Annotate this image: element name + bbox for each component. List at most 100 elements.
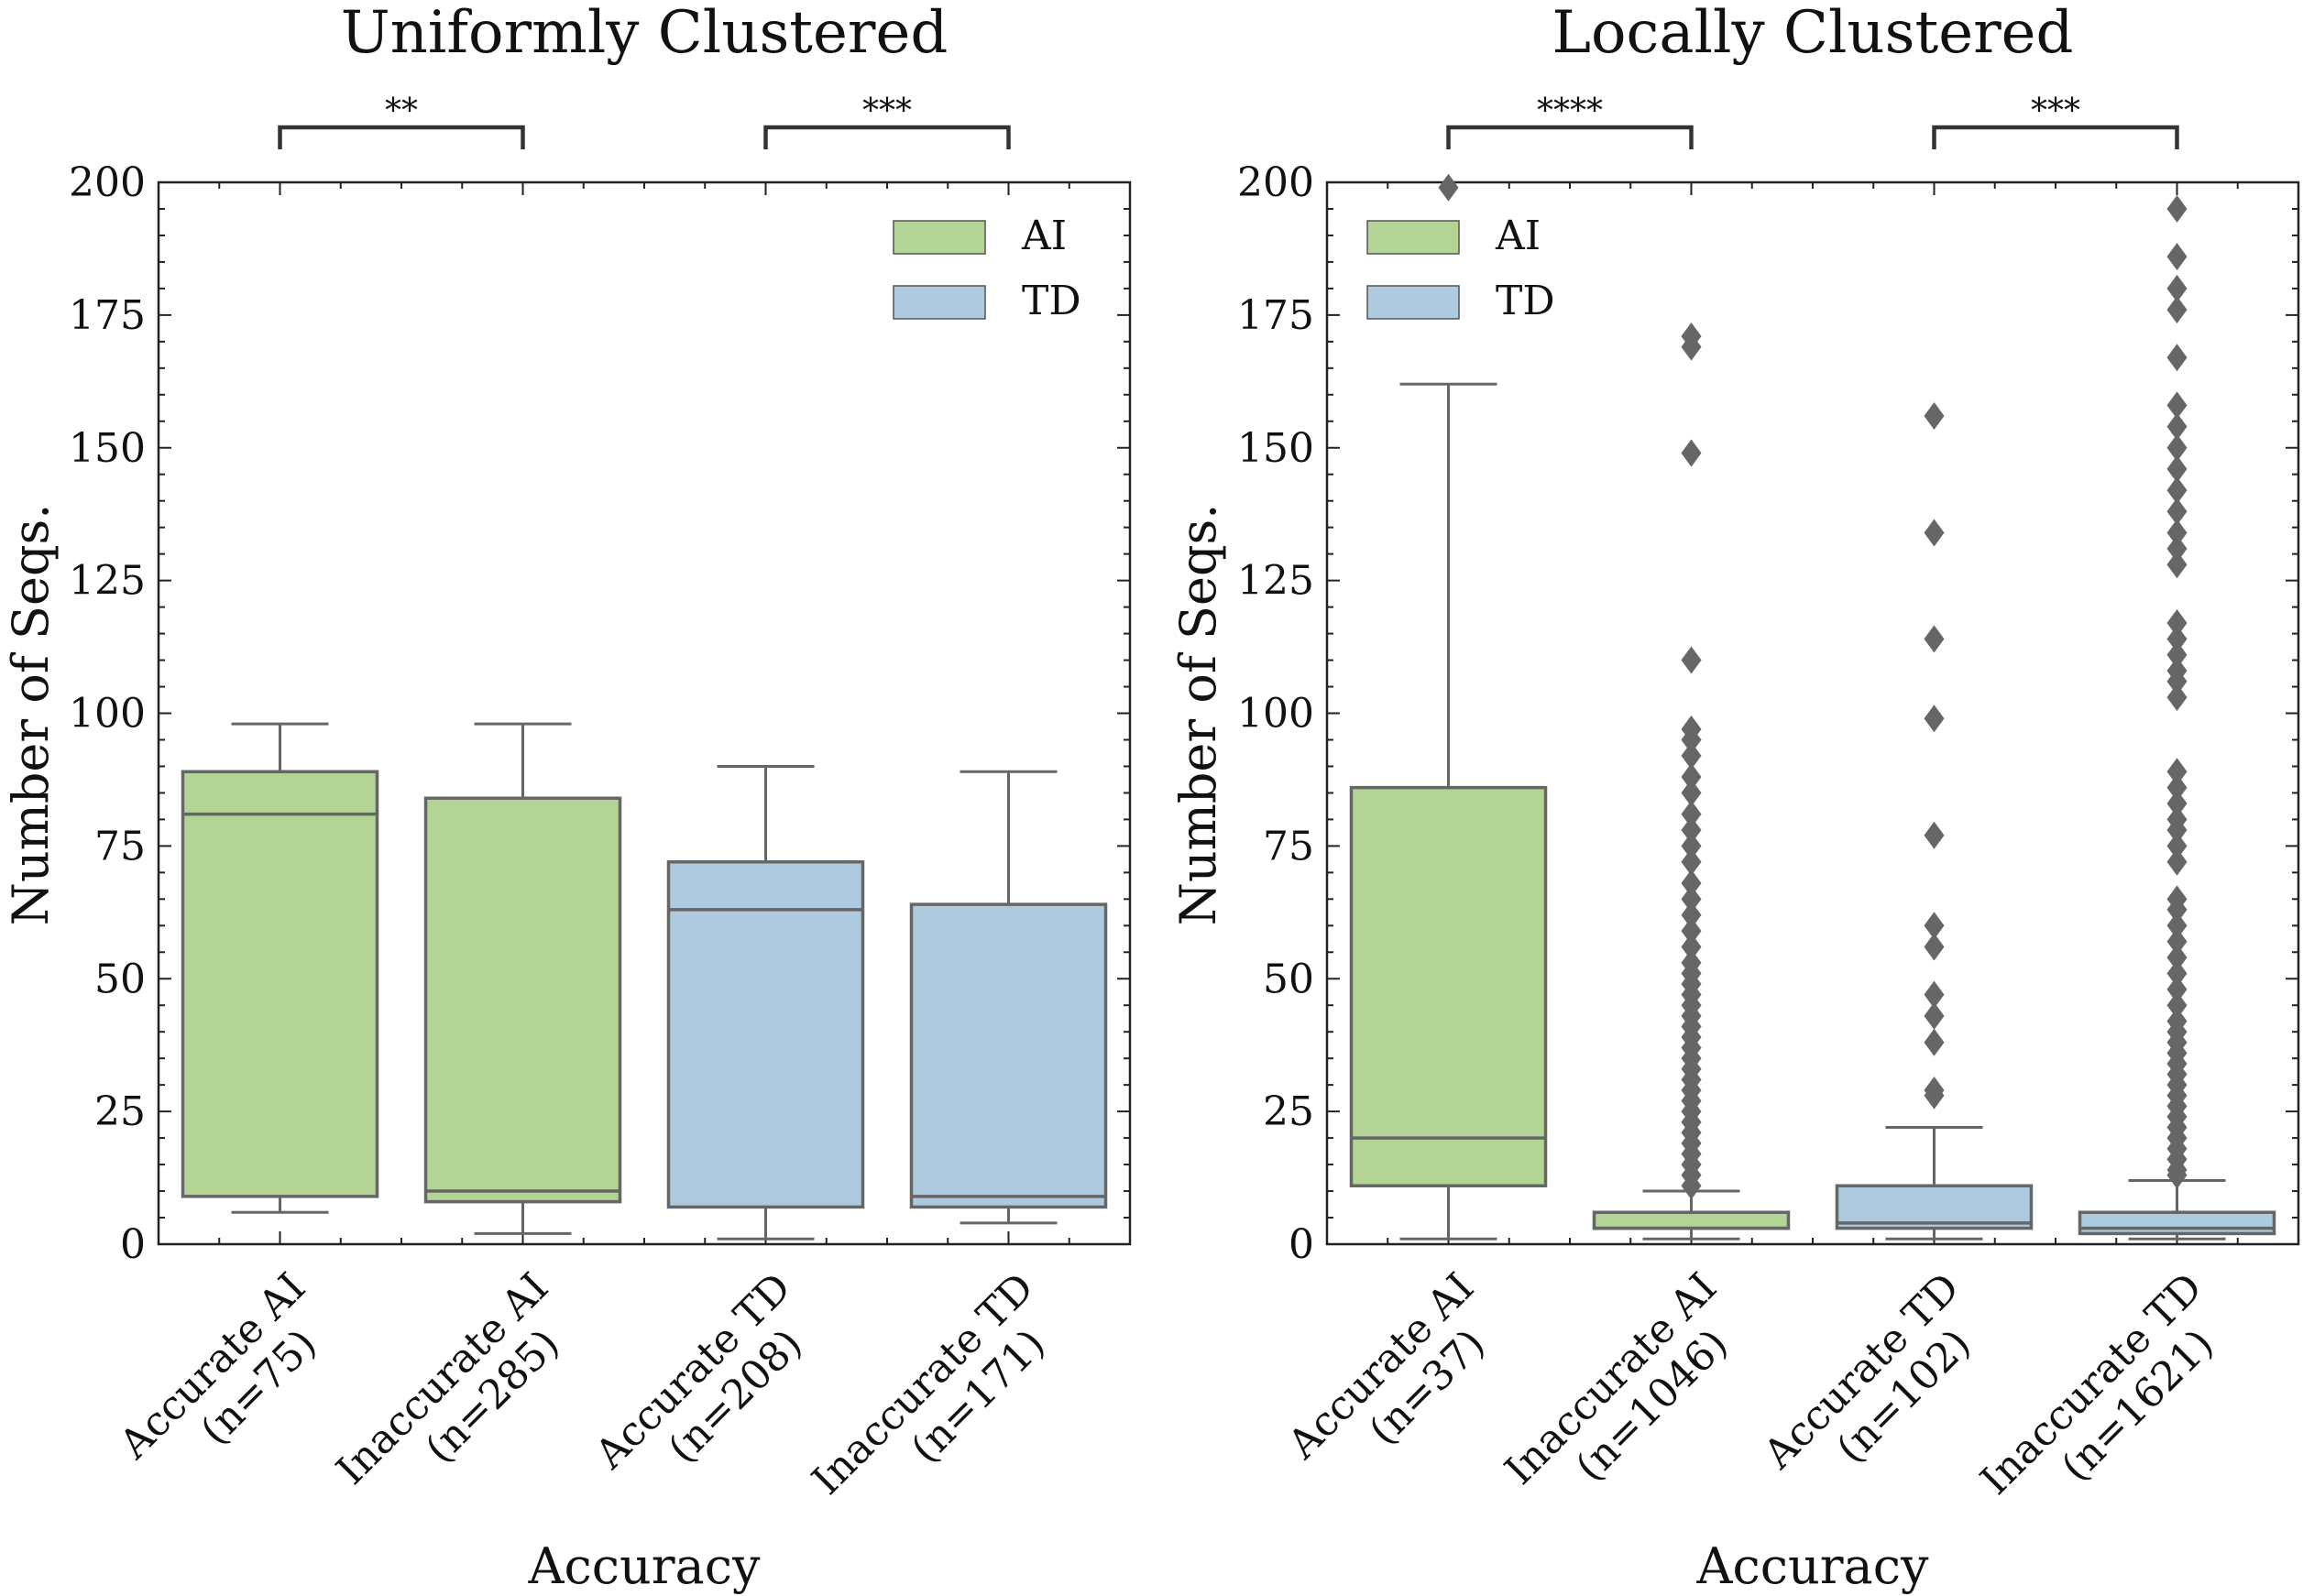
outlier-point [1924,933,1945,961]
box [423,796,622,1204]
outlier-point [2166,519,2188,547]
significance-bracket [763,125,1011,149]
y-tick-label: 50 [1263,956,1314,1002]
outlier-point [2166,476,2188,505]
outlier-point [2166,683,2188,712]
y-tick-label: 200 [69,159,146,206]
outlier-point [2166,927,2188,956]
outlier-point [1681,885,1702,913]
significance-label: *** [2031,93,2080,130]
x-tick-label: Accurate AI(n=75) [110,1264,348,1503]
x-tick-label: Accurate AI(n=37) [1278,1264,1517,1503]
outlier-point [1681,815,1702,844]
y-tick-label: 125 [69,558,146,605]
legend-label-td: TD [1022,278,1081,324]
outlier-point [2166,497,2188,526]
outlier-point [2166,912,2188,940]
outlier-point [2166,194,2188,223]
outlier-point [2166,640,2188,669]
outlier-point [1924,912,1945,940]
y-tick-label: 0 [1289,1221,1314,1268]
outlier-point [1924,980,1945,1009]
legend-label-ai: AI [1021,213,1067,259]
outlier-point [1681,322,1702,351]
outlier-point [1681,869,1702,897]
y-tick-label: 100 [69,691,146,738]
y-tick-label: 50 [94,956,146,1002]
outlier-point [1924,519,1945,547]
outlier-point [2166,790,2188,818]
y-tick-label: 75 [94,823,146,869]
outlier-point [2166,847,2188,876]
panel-uniformly-clustered: Uniformly Clustered Accuracy Number of S… [2,0,1132,1595]
significance-bracket [1446,125,1694,149]
outlier-point [2166,657,2188,685]
outlier-point [2166,805,2188,834]
box [1349,785,1548,1188]
outlier-point [2166,625,2188,653]
significance-bracket [278,125,525,149]
outlier-point [2166,959,2188,988]
box [2078,1210,2276,1236]
outlier-point [2166,1007,2188,1035]
outlier-point [1681,901,1702,929]
legend-swatch-td [893,285,986,320]
outlier-point [1924,625,1945,653]
legend-swatch-ai [1366,220,1460,255]
significance-bracket [1932,125,2179,149]
chart-title: Locally Clustered [1552,0,2074,67]
panel-locally-clustered: Locally Clustered Accuracy Number of Seq… [1169,0,2300,1595]
outlier-point [2166,608,2188,637]
outlier-point [1681,646,1702,674]
y-tick-label: 150 [1237,425,1314,472]
y-tick-label: 100 [1237,691,1314,738]
outlier-point [1924,1001,1945,1030]
y-tick-label: 175 [1237,292,1314,339]
y-tick-label: 200 [1237,159,1314,206]
outlier-point [1681,933,1702,961]
outlier-point [2166,773,2188,802]
significance-label: **** [1537,93,1603,130]
outlier-point [1924,401,1945,430]
y-tick-label: 25 [1263,1088,1314,1135]
y-tick-label: 125 [1237,558,1314,605]
outlier-point [1681,741,1702,770]
outlier-point [1681,917,1702,946]
outlier-point [1681,847,1702,876]
outlier-point [1924,1028,1945,1056]
outlier-point [1924,705,1945,733]
outlier-point [2166,534,2188,563]
outlier-point [2166,433,2188,462]
x-tick-label: Inaccurate TD(n=171) [804,1264,1078,1538]
outlier-point [2166,296,2188,324]
legend-swatch-td [1366,285,1460,320]
y-tick-label: 150 [69,425,146,472]
y-axis-label: Number of Seqs. [1169,504,1227,926]
outlier-point [2166,454,2188,483]
outlier-point [1681,715,1702,743]
outlier-point [2166,391,2188,420]
x-tick-label: Inaccurate AI(n=285) [327,1264,591,1528]
significance-label: *** [862,93,912,130]
x-axis-label: Accuracy [1695,1537,1929,1595]
box [666,860,865,1209]
outlier-point [1438,173,1459,202]
outlier-point [1681,948,1702,977]
outlier-point [1924,821,1945,849]
outlier-point [2166,832,2188,860]
x-tick-label: Accurate TD(n=102) [1754,1264,2002,1513]
outlier-point [2166,944,2188,972]
box [181,770,379,1198]
y-tick-label: 175 [69,292,146,339]
y-tick-label: 0 [120,1221,146,1268]
x-tick-label: Accurate TD(n=208) [586,1264,834,1513]
outlier-point [2166,243,2188,271]
outlier-point [1681,763,1702,792]
outlier-point [2166,274,2188,302]
y-tick-label: 25 [94,1088,146,1135]
outlier-point [1681,832,1702,860]
outlier-point [1681,439,1702,467]
